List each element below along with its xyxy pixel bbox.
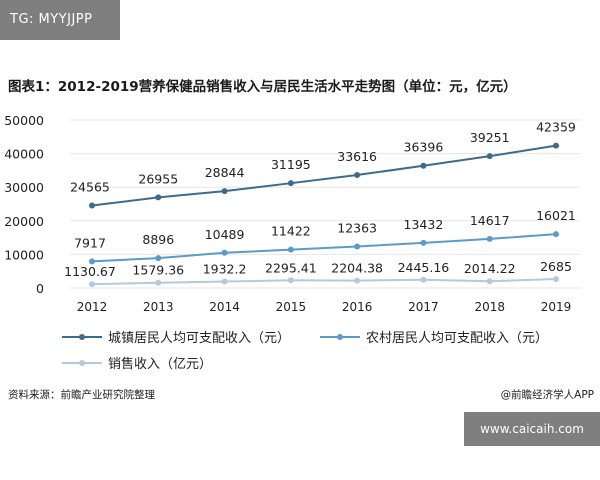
y-tick-label: 30000 (4, 180, 44, 195)
data-point (155, 255, 162, 262)
data-label: 7917 (74, 235, 106, 250)
data-point (354, 172, 361, 179)
data-label: 13432 (404, 217, 444, 232)
data-label: 36396 (404, 140, 444, 155)
x-tick-label: 2017 (408, 300, 439, 314)
x-tick-label: 2013 (143, 300, 174, 314)
data-point (553, 142, 559, 149)
data-label: 1130.67 (64, 264, 116, 279)
source-note: 资料来源：前瞻产业研究院整理 (8, 389, 155, 401)
data-label: 14617 (470, 213, 510, 228)
legend-marker (337, 334, 343, 340)
data-point (553, 231, 559, 238)
data-label: 28844 (205, 165, 245, 180)
data-label: 26955 (138, 171, 178, 186)
x-tick-label: 2019 (541, 300, 572, 314)
x-tick-label: 2015 (276, 300, 307, 314)
series-line (91, 277, 557, 286)
data-point (354, 277, 361, 284)
data-point (221, 188, 228, 195)
data-label: 1579.36 (132, 263, 184, 278)
data-label: 31195 (271, 157, 311, 172)
legend-label: 农村居民人均可支配收入（元） (366, 331, 548, 346)
y-tick-label: 20000 (4, 214, 44, 229)
data-label: 2204.38 (331, 261, 383, 276)
data-point (221, 278, 228, 285)
data-point (287, 180, 294, 187)
series-line (91, 233, 557, 263)
data-point (354, 243, 361, 250)
data-label: 42359 (536, 120, 576, 135)
brand-note: @前瞻经济学人APP (500, 389, 594, 401)
y-tick-label: 10000 (4, 247, 44, 262)
data-point (420, 239, 427, 246)
x-tick-label: 2018 (474, 300, 505, 314)
data-label: 2295.41 (265, 260, 317, 275)
tg-badge: TG: MYYJJPP (0, 0, 120, 40)
x-tick-label: 2012 (77, 300, 108, 314)
data-label: 10489 (205, 227, 245, 242)
data-label: 12363 (337, 220, 377, 235)
data-point (420, 276, 427, 283)
legend-label: 城镇居民人均可支配收入（元） (108, 331, 290, 346)
data-point (89, 258, 95, 265)
x-tick-label: 2014 (209, 300, 240, 314)
data-point (486, 278, 493, 285)
data-label: 2685 (540, 259, 572, 274)
data-label: 11422 (271, 224, 311, 239)
data-point (287, 246, 294, 253)
data-label: 8896 (142, 232, 174, 247)
series-line (91, 144, 557, 207)
data-label: 2445.16 (398, 260, 450, 275)
data-label: 16021 (536, 208, 576, 223)
data-point (553, 275, 559, 282)
data-label: 2014.22 (464, 261, 516, 276)
y-tick-label: 40000 (4, 147, 44, 162)
x-tick-label: 2016 (342, 300, 373, 314)
data-point (486, 235, 493, 242)
legend-marker (79, 360, 85, 366)
line-chart: 0 10000 20000 30000 40000 50000 2012 2013 2014 20… (4, 113, 580, 372)
data-label: 39251 (470, 130, 510, 145)
data-point (155, 279, 162, 286)
data-label: 33616 (337, 149, 377, 164)
data-label: 1932.2 (203, 262, 247, 277)
data-point (486, 153, 493, 160)
data-point (89, 202, 95, 209)
legend-label: 销售收入（亿元） (108, 356, 212, 372)
site-badge: www.caicaih.com (464, 412, 600, 446)
legend-marker (79, 334, 85, 340)
bottom-bar (0, 447, 600, 480)
data-point (287, 277, 294, 284)
y-tick-label: 0 (36, 281, 44, 296)
data-point (155, 194, 162, 201)
data-point (221, 249, 228, 256)
data-point (420, 162, 427, 169)
data-point (89, 281, 95, 288)
data-label: 24565 (70, 179, 110, 194)
y-tick-label: 50000 (4, 113, 44, 128)
chart-title: 图表1：2012-2019营养保健品销售收入与居民生活水平走势图（单位：元，亿元… (8, 79, 517, 95)
